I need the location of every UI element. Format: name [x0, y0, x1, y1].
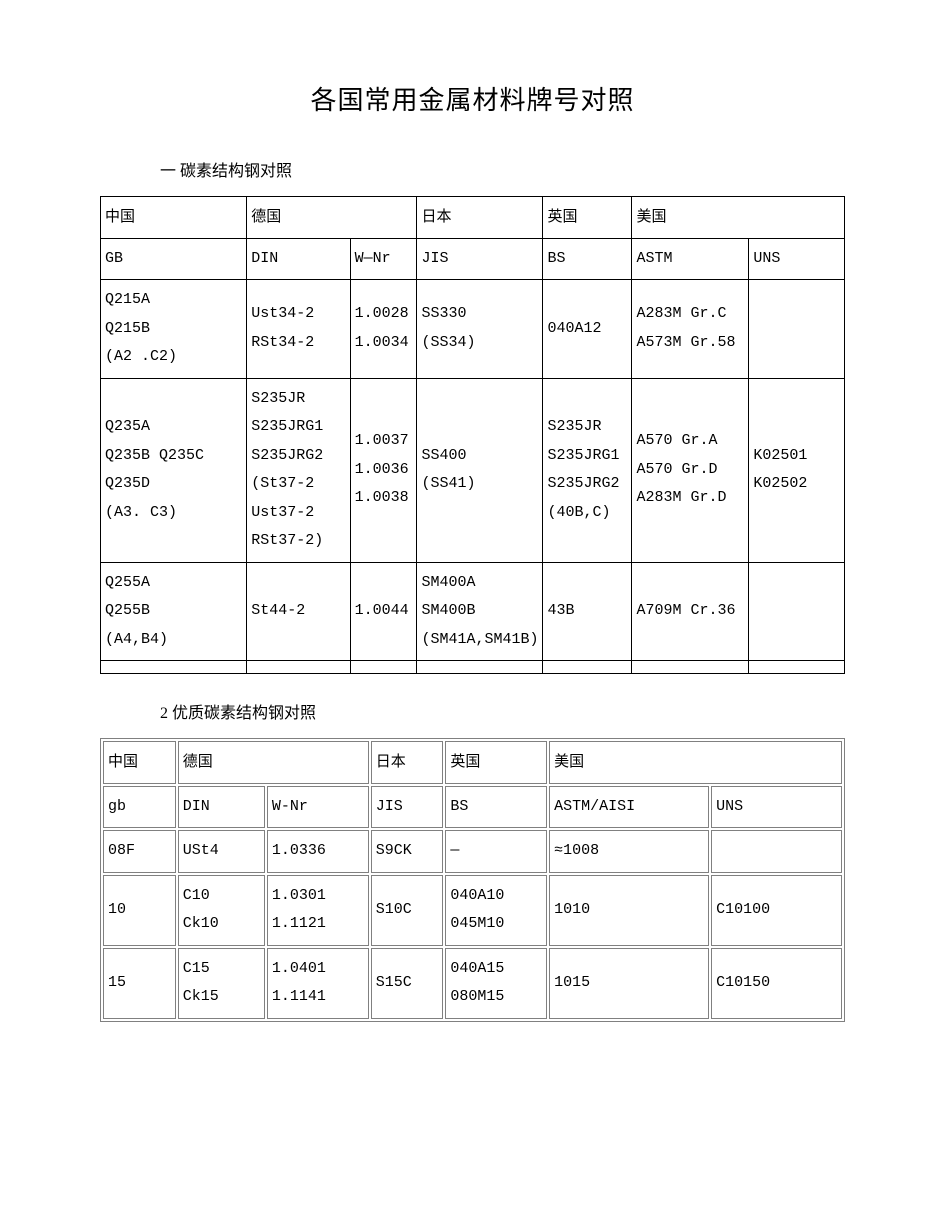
table1-cell-din: S235JRS235JRG1S235JRG2(St37-2Ust37-2RSt3…	[247, 378, 350, 562]
t1-h-cn: 中国	[101, 197, 247, 239]
section1-label: 一 碳素结构钢对照	[160, 157, 845, 181]
table2-cell-din: USt4	[178, 830, 265, 873]
table1-cell-wnr: 1.0044	[350, 562, 417, 661]
table-row: 08FUSt41.0336S9CK—≈1008	[103, 830, 842, 873]
table-row: Q215AQ215B(A2 .C2)Ust34-2RSt34-21.00281.…	[101, 280, 845, 379]
table1-cell-jis	[417, 661, 543, 674]
t1-s-astm: ASTM	[632, 238, 749, 280]
t1-h-uk: 英国	[543, 197, 632, 239]
table1-cell-cn	[101, 661, 247, 674]
t2-h-jp: 日本	[371, 741, 444, 784]
table2-cell-cn: 15	[103, 948, 176, 1019]
t1-s-uns: UNS	[749, 238, 845, 280]
table1-cell-bs: S235JRS235JRG1S235JRG2(40B,C)	[543, 378, 632, 562]
table2-cell-astm: ≈1008	[549, 830, 709, 873]
t1-s-bs: BS	[543, 238, 632, 280]
table2-cell-uns: C10150	[711, 948, 842, 1019]
table1-cell-astm	[632, 661, 749, 674]
table1-cell-jis: SS400(SS41)	[417, 378, 543, 562]
t2-s-gb: gb	[103, 786, 176, 829]
t2-s-wnr: W-Nr	[267, 786, 369, 829]
table2-cell-bs: —	[445, 830, 547, 873]
table2-cell-astm: 1015	[549, 948, 709, 1019]
table1-cell-astm: A570 Gr.AA570 Gr.DA283M Gr.D	[632, 378, 749, 562]
t1-h-jp: 日本	[417, 197, 543, 239]
table2-cell-din: C15Ck15	[178, 948, 265, 1019]
table2-cell-wnr: 1.03011.1121	[267, 875, 369, 946]
table1-cell-din: Ust34-2RSt34-2	[247, 280, 350, 379]
table2-cell-bs: 040A15080M15	[445, 948, 547, 1019]
table-row	[101, 661, 845, 674]
t1-s-wnr: W—Nr	[350, 238, 417, 280]
table2-cell-cn: 10	[103, 875, 176, 946]
table1-cell-cn: Q235AQ235B Q235C Q235D(A3. C3)	[101, 378, 247, 562]
table2-header-standards: gb DIN W-Nr JIS BS ASTM/AISI UNS	[103, 786, 842, 829]
table2-cell-jis: S15C	[371, 948, 444, 1019]
table1-cell-bs: 040A12	[543, 280, 632, 379]
table-row: Q255AQ255B(A4,B4)St44-21.0044SM400ASM400…	[101, 562, 845, 661]
t1-h-de: 德国	[247, 197, 417, 239]
table1-cell-uns	[749, 562, 845, 661]
t2-h-uk: 英国	[445, 741, 547, 784]
table2-cell-din: C10Ck10	[178, 875, 265, 946]
t1-s-gb: GB	[101, 238, 247, 280]
table1-cell-uns: K02501K02502	[749, 378, 845, 562]
t2-s-jis: JIS	[371, 786, 444, 829]
table2-cell-cn: 08F	[103, 830, 176, 873]
table1-cell-wnr	[350, 661, 417, 674]
table1-cell-uns	[749, 661, 845, 674]
table1-cell-astm: A709M Cr.36	[632, 562, 749, 661]
table2-cell-uns	[711, 830, 842, 873]
t2-s-astm: ASTM/AISI	[549, 786, 709, 829]
t2-s-bs: BS	[445, 786, 547, 829]
t2-h-us: 美国	[549, 741, 842, 784]
table1-cell-astm: A283M Gr.CA573M Gr.58	[632, 280, 749, 379]
table2-cell-wnr: 1.04011.1141	[267, 948, 369, 1019]
section2-label: 2 优质碳素结构钢对照	[160, 699, 845, 723]
table1-cell-jis: SS330(SS34)	[417, 280, 543, 379]
table2-cell-wnr: 1.0336	[267, 830, 369, 873]
table1-cell-jis: SM400ASM400B(SM41A,SM41B)	[417, 562, 543, 661]
table1-cell-cn: Q255AQ255B(A4,B4)	[101, 562, 247, 661]
table1-cell-bs	[543, 661, 632, 674]
t1-s-jis: JIS	[417, 238, 543, 280]
table-row: 10C10Ck101.03011.1121S10C040A10045M10101…	[103, 875, 842, 946]
page-title: 各国常用金属材料牌号对照	[100, 80, 845, 117]
t2-s-uns: UNS	[711, 786, 842, 829]
table-row: 15C15Ck151.04011.1141S15C040A15080M15101…	[103, 948, 842, 1019]
table1-carbon-structural-steel: 中国 德国 日本 英国 美国 GB DIN W—Nr JIS BS ASTM U…	[100, 196, 845, 674]
table1-cell-din	[247, 661, 350, 674]
table2-cell-uns: C10100	[711, 875, 842, 946]
t1-h-us: 美国	[632, 197, 845, 239]
table2-cell-jis: S9CK	[371, 830, 444, 873]
table-row: Q235AQ235B Q235C Q235D(A3. C3)S235JRS235…	[101, 378, 845, 562]
t1-s-din: DIN	[247, 238, 350, 280]
t2-h-cn: 中国	[103, 741, 176, 784]
table2-cell-bs: 040A10045M10	[445, 875, 547, 946]
table2-header-countries: 中国 德国 日本 英国 美国	[103, 741, 842, 784]
table1-cell-wnr: 1.00371.00361.0038	[350, 378, 417, 562]
table1-cell-uns	[749, 280, 845, 379]
table1-cell-bs: 43B	[543, 562, 632, 661]
table1-body: Q215AQ215B(A2 .C2)Ust34-2RSt34-21.00281.…	[101, 280, 845, 674]
table1-header-countries: 中国 德国 日本 英国 美国	[101, 197, 845, 239]
table1-cell-cn: Q215AQ215B(A2 .C2)	[101, 280, 247, 379]
table2-body: 08FUSt41.0336S9CK—≈100810C10Ck101.03011.…	[103, 830, 842, 1019]
t2-s-din: DIN	[178, 786, 265, 829]
table1-cell-din: St44-2	[247, 562, 350, 661]
table2-cell-jis: S10C	[371, 875, 444, 946]
table1-cell-wnr: 1.00281.0034	[350, 280, 417, 379]
table2-cell-astm: 1010	[549, 875, 709, 946]
table1-header-standards: GB DIN W—Nr JIS BS ASTM UNS	[101, 238, 845, 280]
t2-h-de: 德国	[178, 741, 369, 784]
table2-quality-carbon-steel: 中国 德国 日本 英国 美国 gb DIN W-Nr JIS BS ASTM/A…	[100, 738, 845, 1022]
